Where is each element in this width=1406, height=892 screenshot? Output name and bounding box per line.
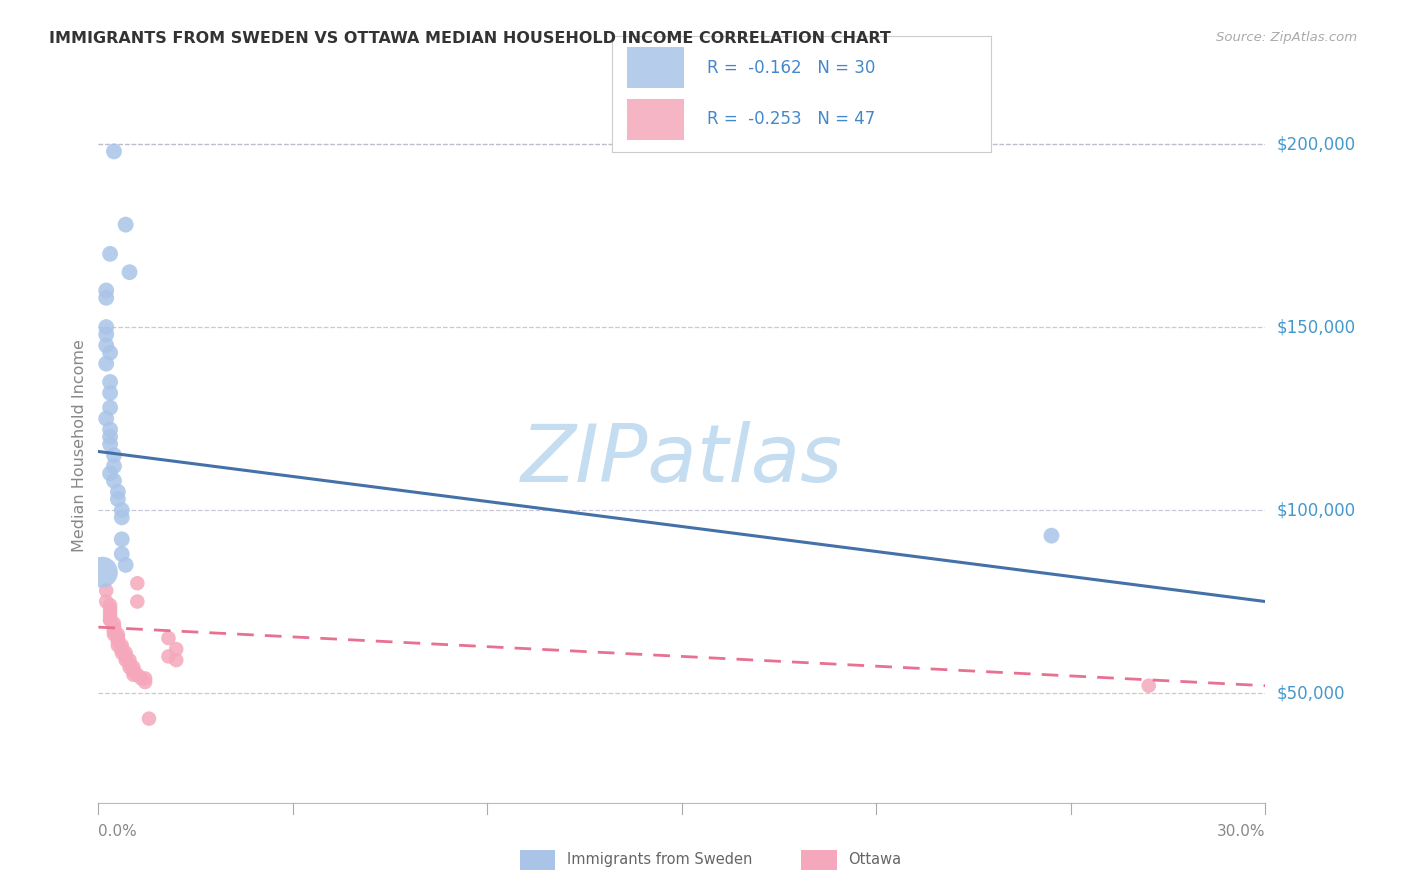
Point xyxy=(127,576,149,591)
Text: R =  -0.162   N = 30: R = -0.162 N = 30 xyxy=(707,59,875,77)
Point xyxy=(103,616,125,631)
Point xyxy=(118,660,141,674)
Text: Immigrants from Sweden: Immigrants from Sweden xyxy=(567,853,752,867)
Point xyxy=(107,634,129,648)
Text: R =  -0.253   N = 47: R = -0.253 N = 47 xyxy=(707,111,875,128)
Point xyxy=(118,657,141,671)
Point xyxy=(122,660,145,674)
Point xyxy=(114,646,136,660)
Point xyxy=(107,491,129,506)
Point xyxy=(98,423,121,437)
Point xyxy=(103,448,125,462)
Point xyxy=(118,265,141,279)
Point xyxy=(98,609,121,624)
Bar xyxy=(627,99,683,140)
Point xyxy=(122,664,145,678)
Point xyxy=(96,594,118,608)
Point xyxy=(138,712,160,726)
Point xyxy=(98,345,121,359)
Point xyxy=(98,375,121,389)
Point xyxy=(111,547,134,561)
Point xyxy=(134,675,156,690)
Text: Ottawa: Ottawa xyxy=(848,853,901,867)
Point xyxy=(98,467,121,481)
Point xyxy=(114,649,136,664)
Point xyxy=(103,145,125,159)
Point xyxy=(96,284,118,298)
Point xyxy=(98,386,121,401)
Point xyxy=(96,411,118,425)
Point xyxy=(98,401,121,415)
Point xyxy=(111,642,134,657)
Point xyxy=(98,437,121,451)
Point xyxy=(98,613,121,627)
Point xyxy=(134,672,156,686)
Point xyxy=(114,558,136,572)
Point xyxy=(96,320,118,334)
Point xyxy=(127,667,149,681)
Point xyxy=(107,631,129,645)
Point xyxy=(103,627,125,641)
Point xyxy=(114,649,136,664)
Y-axis label: Median Household Income: Median Household Income xyxy=(72,340,87,552)
Point xyxy=(111,533,134,547)
Point xyxy=(114,653,136,667)
Point xyxy=(111,503,134,517)
Text: ZIPatlas: ZIPatlas xyxy=(520,421,844,500)
Point xyxy=(103,624,125,638)
Point xyxy=(107,631,129,645)
Point xyxy=(107,484,129,499)
Point xyxy=(96,327,118,342)
Point xyxy=(157,631,180,645)
Text: $100,000: $100,000 xyxy=(1277,501,1357,519)
Point xyxy=(122,664,145,678)
Point xyxy=(165,653,187,667)
Point xyxy=(157,649,180,664)
Point xyxy=(111,646,134,660)
Point xyxy=(114,218,136,232)
Point xyxy=(103,624,125,638)
Point xyxy=(118,657,141,671)
Bar xyxy=(627,47,683,88)
Point xyxy=(103,459,125,474)
Point xyxy=(98,598,121,612)
Point xyxy=(111,642,134,657)
Point xyxy=(96,583,118,598)
Point xyxy=(91,566,114,580)
Point xyxy=(98,430,121,444)
Text: 0.0%: 0.0% xyxy=(98,824,138,839)
Text: Source: ZipAtlas.com: Source: ZipAtlas.com xyxy=(1216,31,1357,45)
Point xyxy=(103,620,125,634)
Text: $150,000: $150,000 xyxy=(1277,318,1357,336)
Point xyxy=(165,642,187,657)
Point xyxy=(122,667,145,681)
Point xyxy=(129,672,152,686)
Point xyxy=(98,247,121,261)
Point xyxy=(1137,679,1160,693)
Point xyxy=(96,338,118,352)
Point xyxy=(98,613,121,627)
Point xyxy=(98,606,121,620)
Text: $50,000: $50,000 xyxy=(1277,684,1346,702)
Point xyxy=(103,620,125,634)
Point xyxy=(96,357,118,371)
Point xyxy=(103,474,125,488)
Point xyxy=(111,510,134,524)
Point xyxy=(111,639,134,653)
Point xyxy=(96,291,118,305)
Point xyxy=(118,653,141,667)
Point xyxy=(107,639,129,653)
Text: 30.0%: 30.0% xyxy=(1218,824,1265,839)
Text: $200,000: $200,000 xyxy=(1277,135,1357,153)
Point xyxy=(98,602,121,616)
Point xyxy=(127,594,149,608)
Point xyxy=(1040,529,1063,543)
Text: IMMIGRANTS FROM SWEDEN VS OTTAWA MEDIAN HOUSEHOLD INCOME CORRELATION CHART: IMMIGRANTS FROM SWEDEN VS OTTAWA MEDIAN … xyxy=(49,31,891,46)
Point xyxy=(107,627,129,641)
